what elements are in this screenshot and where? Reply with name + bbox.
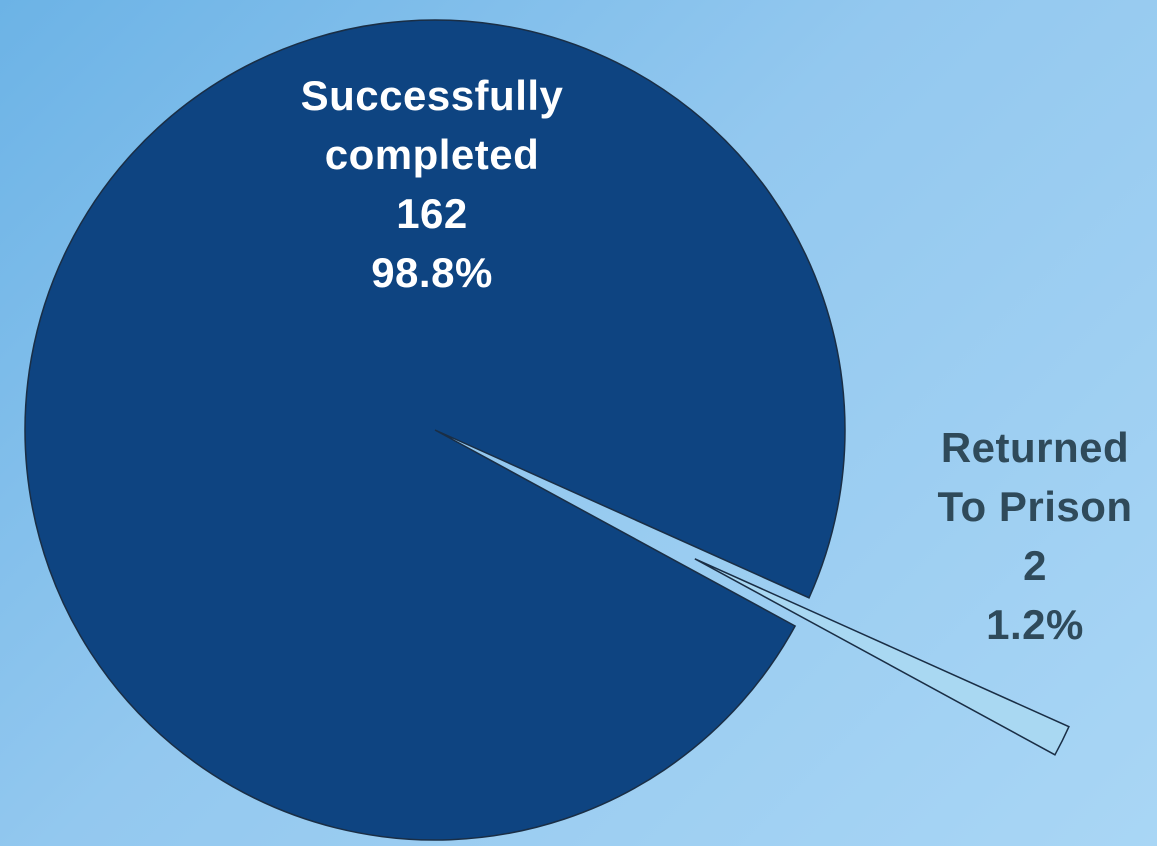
slice-value: 162 — [396, 190, 468, 237]
slice-label-successfully-completed: Successfully completed 162 98.8% — [262, 66, 602, 302]
slice-percent: 1.2% — [986, 601, 1084, 648]
slice-label-returned-to-prison: Returned To Prison 2 1.2% — [912, 418, 1157, 654]
pie-slice-successfully-completed — [24, 19, 846, 841]
slice-label-line: To Prison — [937, 483, 1133, 530]
slice-percent: 98.8% — [371, 249, 493, 296]
pie-slice-returned-to-prison — [694, 558, 1070, 756]
slice-value: 2 — [1023, 542, 1047, 589]
slice-label-line: Returned — [940, 424, 1130, 471]
slice-label-line: Successfully — [300, 72, 564, 119]
slice-label-line: completed — [324, 131, 540, 178]
